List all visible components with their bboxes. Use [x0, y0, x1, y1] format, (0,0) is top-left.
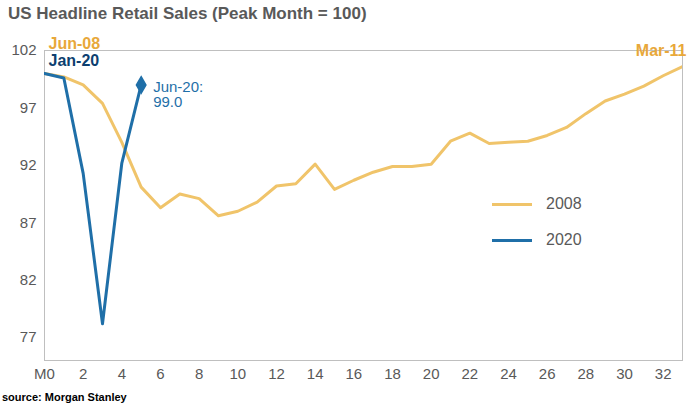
svg-text:M0: M0	[34, 365, 55, 382]
svg-text:30: 30	[616, 365, 633, 382]
svg-text:22: 22	[461, 365, 478, 382]
svg-text:2: 2	[79, 365, 87, 382]
svg-text:10: 10	[229, 365, 246, 382]
svg-text:Mar-11: Mar-11	[636, 42, 687, 59]
svg-text:8: 8	[195, 365, 203, 382]
svg-text:87: 87	[20, 214, 37, 231]
svg-text:16: 16	[345, 365, 362, 382]
svg-text:20: 20	[423, 365, 440, 382]
svg-text:Jan-20: Jan-20	[49, 52, 100, 69]
svg-text:28: 28	[577, 365, 594, 382]
svg-text:4: 4	[118, 365, 126, 382]
svg-text:102: 102	[11, 41, 36, 58]
svg-text:97: 97	[20, 99, 37, 116]
svg-text:18: 18	[384, 365, 401, 382]
html-text:source: Morgan Stanley: source: Morgan Stanley	[2, 391, 127, 403]
svg-text:Jun-08: Jun-08	[49, 35, 101, 52]
svg-text:14: 14	[307, 365, 324, 382]
svg-text:77: 77	[20, 328, 37, 345]
html-text:US Headline Retail Sales (Peak: US Headline Retail Sales (Peak Month = 1…	[8, 4, 367, 23]
svg-text:32: 32	[655, 365, 672, 382]
svg-text:6: 6	[156, 365, 164, 382]
html-text:2008: 2008	[546, 195, 582, 212]
svg-text:92: 92	[20, 156, 37, 173]
svg-text:82: 82	[20, 271, 37, 288]
svg-text:Jun-20:99.0: Jun-20:99.0	[153, 78, 203, 110]
svg-text:24: 24	[500, 365, 517, 382]
svg-text:26: 26	[539, 365, 556, 382]
html-text:2020: 2020	[546, 231, 582, 248]
svg-text:12: 12	[268, 365, 285, 382]
